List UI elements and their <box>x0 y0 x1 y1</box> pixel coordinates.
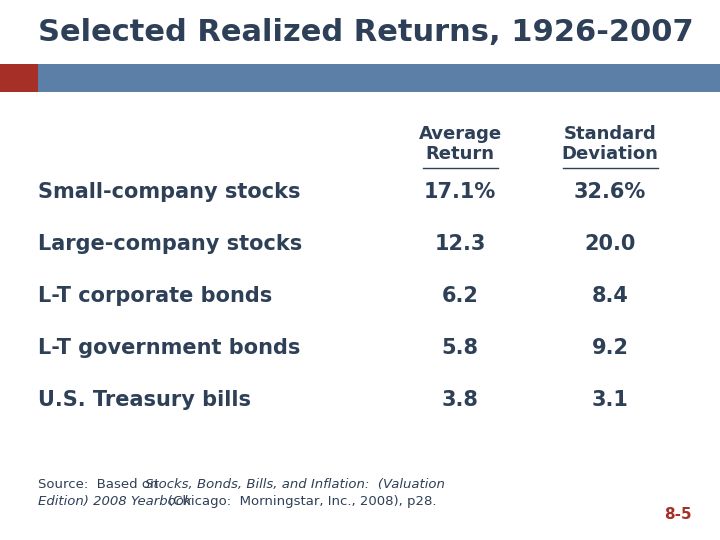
Text: 8-5: 8-5 <box>665 507 692 522</box>
Text: 12.3: 12.3 <box>434 234 486 254</box>
Text: L-T corporate bonds: L-T corporate bonds <box>38 286 272 306</box>
Text: (Chicago:  Morningstar, Inc., 2008), p28.: (Chicago: Morningstar, Inc., 2008), p28. <box>168 495 436 508</box>
Text: Source:  Based on: Source: Based on <box>38 478 163 491</box>
Text: Return: Return <box>426 145 495 163</box>
Text: Edition) 2008 Yearbook: Edition) 2008 Yearbook <box>38 495 192 508</box>
Text: Small-company stocks: Small-company stocks <box>38 182 300 202</box>
Text: 8.4: 8.4 <box>592 286 629 306</box>
Text: Stocks, Bonds, Bills, and Inflation:  (Valuation: Stocks, Bonds, Bills, and Inflation: (Va… <box>145 478 445 491</box>
Text: L-T government bonds: L-T government bonds <box>38 338 300 358</box>
Text: 3.8: 3.8 <box>441 390 478 410</box>
Text: Standard: Standard <box>564 125 657 143</box>
Bar <box>38 64 720 92</box>
Bar <box>0 64 38 92</box>
Text: Selected Realized Returns, 1926-2007: Selected Realized Returns, 1926-2007 <box>38 18 693 47</box>
Text: Large-company stocks: Large-company stocks <box>38 234 302 254</box>
Text: 32.6%: 32.6% <box>574 182 646 202</box>
Text: 17.1%: 17.1% <box>424 182 496 202</box>
Text: 9.2: 9.2 <box>592 338 629 358</box>
Text: 3.1: 3.1 <box>592 390 629 410</box>
Text: 6.2: 6.2 <box>441 286 478 306</box>
Text: 20.0: 20.0 <box>585 234 636 254</box>
Text: 5.8: 5.8 <box>441 338 479 358</box>
Text: U.S. Treasury bills: U.S. Treasury bills <box>38 390 251 410</box>
Text: Deviation: Deviation <box>562 145 658 163</box>
Text: Average: Average <box>418 125 502 143</box>
